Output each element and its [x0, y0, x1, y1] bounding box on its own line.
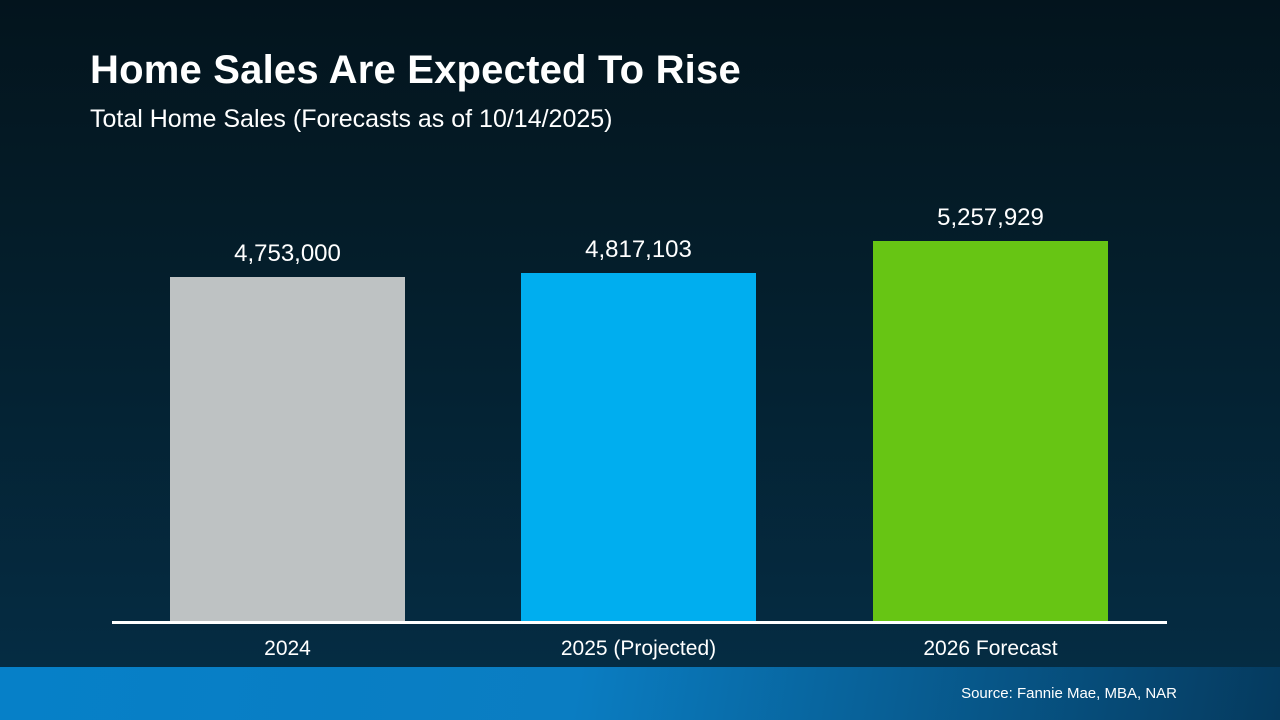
bar-value-label: 4,817,103 — [585, 236, 692, 263]
bar-value-label: 4,753,000 — [234, 240, 341, 267]
footer-bar: Source: Fannie Mae, MBA, NAR — [0, 667, 1280, 720]
source-attribution: Source: Fannie Mae, MBA, NAR — [961, 685, 1177, 702]
x-axis-label-2024: 2024 — [264, 637, 311, 660]
bar-value-label: 5,257,929 — [937, 204, 1044, 231]
page-title: Home Sales Are Expected To Rise — [90, 48, 741, 92]
bar-group-2024: 4,753,000 — [170, 240, 405, 621]
bar-group-2026-forecast: 5,257,929 — [873, 204, 1108, 621]
bar-2026-forecast — [873, 241, 1108, 621]
bar-2025-projected — [521, 273, 756, 621]
page-subtitle: Total Home Sales (Forecasts as of 10/14/… — [90, 105, 613, 133]
x-axis-label-2025-projected: 2025 (Projected) — [560, 637, 717, 660]
x-axis-line — [112, 621, 1167, 624]
bar-group-2025-projected: 4,817,103 — [521, 236, 756, 621]
x-axis-label-2026-forecast: 2026 Forecast — [923, 637, 1058, 660]
bar-2024 — [170, 277, 405, 621]
